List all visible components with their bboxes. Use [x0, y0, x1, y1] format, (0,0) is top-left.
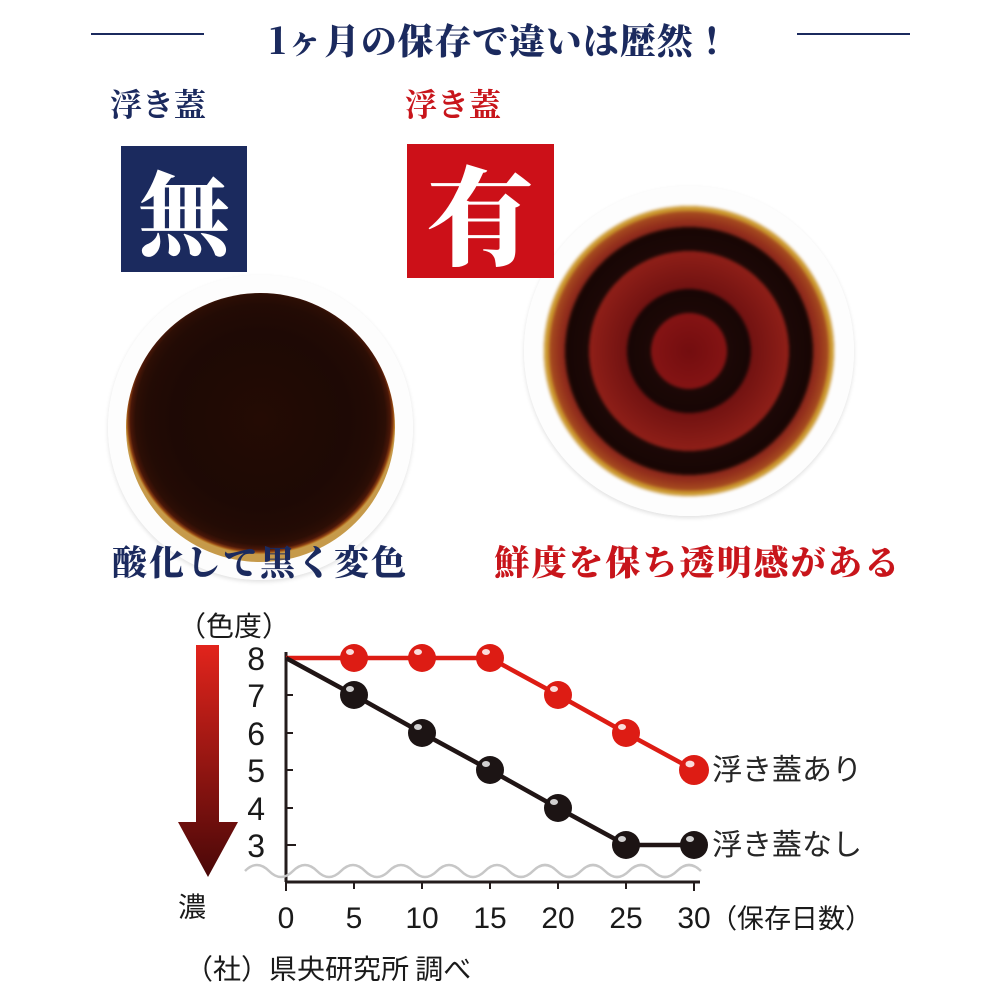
svg-text:5: 5 — [346, 902, 363, 935]
svg-text:30: 30 — [677, 902, 710, 935]
svg-text:7: 7 — [247, 678, 265, 714]
svg-text:15: 15 — [473, 902, 506, 935]
svg-text:浮き蓋なし: 浮き蓋なし — [712, 820, 862, 864]
svg-text:10: 10 — [405, 902, 438, 935]
svg-text:3: 3 — [247, 828, 265, 864]
svg-text:25: 25 — [609, 902, 642, 935]
svg-text:8: 8 — [247, 641, 265, 677]
svg-text:0: 0 — [278, 902, 295, 935]
svg-text:20: 20 — [541, 902, 574, 935]
svg-text:6: 6 — [247, 716, 265, 752]
svg-text:5: 5 — [247, 753, 265, 789]
svg-text:浮き蓋あり: 浮き蓋あり — [712, 745, 862, 789]
svg-text:（保存日数）: （保存日数） — [710, 897, 872, 936]
svg-text:4: 4 — [247, 791, 265, 827]
